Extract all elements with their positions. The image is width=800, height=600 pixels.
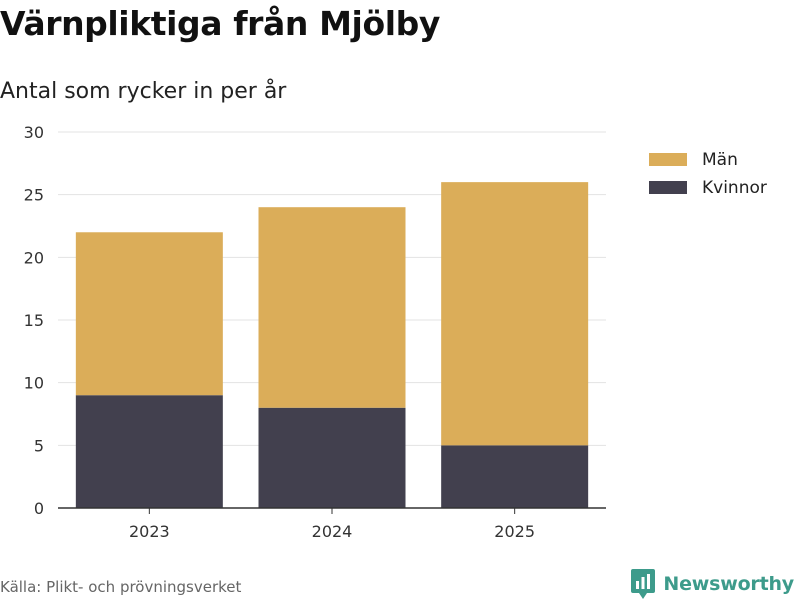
chart-title: Värnpliktiga från Mjölby <box>0 4 440 43</box>
y-tick-label: 5 <box>34 436 44 455</box>
source-note: Källa: Plikt- och prövningsverket <box>0 578 242 596</box>
x-tick-label: 2025 <box>494 522 535 541</box>
y-tick-label: 20 <box>24 248 44 267</box>
chart-subtitle: Antal som rycker in per år <box>0 79 287 104</box>
x-tick-label: 2024 <box>312 522 353 541</box>
legend-label-kvinnor: Kvinnor <box>702 178 767 198</box>
brand-logo: Newsworthy <box>631 568 794 600</box>
y-tick-label: 0 <box>34 499 44 518</box>
newsworthy-logo-icon <box>631 569 656 599</box>
y-tick-label: 15 <box>24 311 44 330</box>
y-tick-label: 25 <box>24 186 44 205</box>
bar-kvinnor-2023 <box>75 395 223 508</box>
y-tick-label: 30 <box>24 123 44 142</box>
bar-män-2024 <box>258 207 406 408</box>
legend-label-män: Män <box>702 150 738 170</box>
legend-swatch-kvinnor <box>649 181 687 194</box>
bar-män-2025 <box>441 182 589 446</box>
x-tick-label: 2023 <box>129 522 170 541</box>
bar-kvinnor-2024 <box>258 407 406 508</box>
legend-swatch-män <box>649 153 687 166</box>
brand-name: Newsworthy <box>663 573 794 595</box>
bar-kvinnor-2025 <box>441 445 589 508</box>
bar-män-2023 <box>75 232 223 396</box>
y-tick-label: 10 <box>24 374 44 393</box>
